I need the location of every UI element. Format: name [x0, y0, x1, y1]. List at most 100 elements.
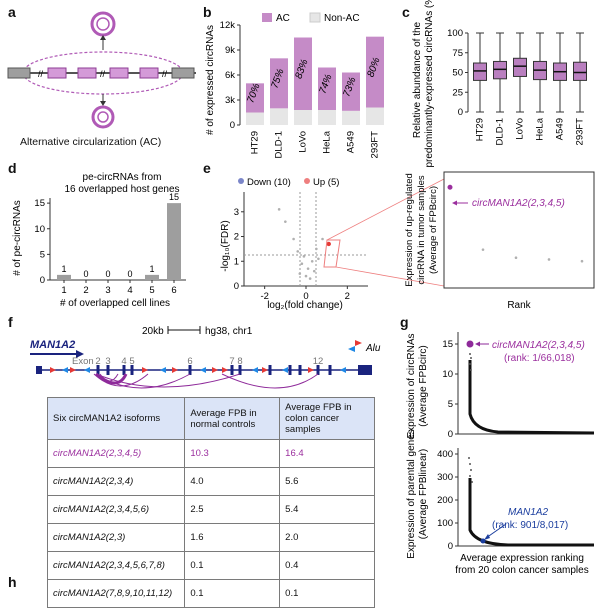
g-top-ylabel-line1: Expression of circRNAs — [406, 333, 417, 438]
legend-swatch-ac — [262, 13, 272, 22]
c-ylabel-line2: predominantly-expressed circRNAs (%) — [424, 0, 435, 168]
header-isoforms: Six circMAN1A2 isoforms — [46, 397, 186, 440]
volcano-point — [277, 208, 281, 211]
volcano-point — [304, 274, 308, 278]
volcano-point — [296, 250, 300, 253]
exon — [109, 67, 129, 79]
zoom-point — [514, 256, 518, 260]
cancer-fpb: 5.6 — [279, 467, 375, 496]
d-bar-value: 0 — [127, 269, 132, 279]
alu-element — [212, 367, 218, 373]
volcano-point — [302, 255, 306, 258]
legend-down: Down (10) — [247, 177, 291, 188]
table-row: circMAN1A2(7,8,9,10,11,12) 0.1 0.1 — [46, 579, 375, 608]
bar-ac — [294, 37, 312, 110]
cancer-fpb: 0.4 — [279, 551, 375, 580]
zoom-point — [481, 248, 485, 251]
isoform-name: circMAN1A2(2,3,4,5,6) — [46, 495, 186, 524]
g-bottom-ytick-label: 0 — [448, 541, 453, 552]
svg-text://: // — [100, 69, 106, 79]
d-bar-value: 0 — [83, 269, 88, 279]
volcano-point — [312, 269, 316, 273]
g-bottom-point — [469, 475, 471, 477]
normal-fpb: 0.1 — [184, 551, 281, 580]
d-category-label: 1 — [61, 285, 66, 296]
chart-d: pe-circRNAs from 16 overlapped host gene… — [12, 172, 186, 309]
d-ytick-label: 5 — [40, 249, 45, 260]
e-ytick-label: 1 — [234, 256, 239, 267]
g-bottom-highlight-rank: (rank: 901/8,017) — [492, 520, 568, 531]
table-row: circMAN1A2(2,3,4) 4.0 5.6 — [46, 467, 375, 496]
volcano-point — [292, 237, 295, 241]
c-ytick-label: 50 — [452, 68, 463, 79]
zoom-ylabel-line1: Expression of up-regulated — [404, 173, 415, 287]
g-bottom-highlight-label: MAN1A2 — [508, 507, 548, 518]
g-bottom-ytick-label: 400 — [437, 449, 453, 460]
c-ytick-label: 75 — [452, 48, 463, 59]
panel-label-b: b — [203, 4, 212, 20]
d-xlabel: # of overlapped cell lines — [60, 298, 170, 309]
e-xtick-label: 0 — [303, 291, 308, 302]
bar-ac — [270, 58, 288, 109]
bottom-circrna — [91, 105, 115, 129]
volcano-point — [308, 277, 312, 280]
g-xlabel-line2: from 20 colon cancer samples — [455, 565, 588, 576]
assembly-label: hg38, chr1 — [205, 326, 253, 337]
zoom-xlabel: Rank — [507, 300, 531, 311]
isoform-name: circMAN1A2(2,3,4,5,6,7,8) — [46, 551, 186, 580]
b-ylabel: # of expressed circRNAs — [205, 25, 216, 135]
flank-exon — [171, 67, 195, 79]
svg-text://: // — [162, 69, 168, 79]
isoform-name: circMAN1A2(2,3,4) — [46, 467, 186, 496]
zoom-point — [580, 259, 584, 263]
exon-block — [188, 365, 192, 375]
exon-number: 6 — [187, 356, 192, 367]
normal-fpb: 10.3 — [184, 439, 281, 468]
header-normal: Average FPB in normal controls — [184, 397, 281, 440]
e-xlabel: log₂(fold change) — [267, 300, 343, 311]
exon-block — [130, 365, 134, 375]
bar-ac — [366, 36, 384, 108]
g-bottom-ytick-label: 100 — [437, 518, 453, 529]
d-category-label: 2 — [83, 285, 88, 296]
chart-g: Expression of circRNAs (Average FPBcirc)… — [406, 332, 595, 576]
flank-exon — [7, 67, 31, 79]
g-top-ytick-label: 10 — [442, 369, 453, 380]
volcano-point — [300, 262, 304, 266]
volcano-point — [321, 237, 324, 241]
c-category-label: DLD-1 — [495, 118, 506, 145]
d-bar — [57, 274, 71, 280]
isoform-name: circMAN1A2(2,3,4,5) — [46, 439, 186, 468]
c-category-label: HT29 — [475, 118, 486, 141]
normal-fpb: 0.1 — [184, 579, 281, 608]
box — [473, 62, 487, 81]
e-xtick-label: -2 — [260, 291, 268, 302]
chart-e: Down (10) Up (5) -log₁₀(FDR) log₂(fold c… — [220, 171, 595, 311]
c-category-label: LoVo — [515, 118, 526, 140]
table-row: circMAN1A2(2,3,4,5,6,7,8) 0.1 0.4 — [46, 551, 375, 580]
c-category-label: 293FT — [575, 118, 586, 146]
panel-a-diagram: // // // — [7, 11, 196, 129]
table-row: circMAN1A2(2,3,4,5) 10.3 16.4 — [46, 439, 375, 468]
d-title-line1: pe-circRNAs from — [83, 172, 162, 183]
zoom-point — [547, 258, 551, 261]
c-category-label: A549 — [555, 118, 566, 140]
zoom-ylabel-line2: circRNA in tumor samples — [416, 175, 427, 285]
b-ytick-label: 0 — [230, 120, 235, 131]
alu-element — [142, 367, 148, 373]
box — [573, 61, 587, 81]
bar-nonac — [342, 110, 360, 125]
d-category-label: 4 — [127, 285, 132, 296]
g-top-highlight-rank: (rank: 1/66,018) — [504, 353, 575, 364]
exon — [77, 67, 97, 79]
volcano-point — [315, 247, 318, 251]
cancer-fpb: 16.4 — [279, 439, 375, 468]
d-title-line2: 16 overlapped host genes — [64, 184, 179, 195]
legend-swatch-nonac — [309, 12, 321, 23]
alu-element — [172, 367, 178, 373]
g-top-point — [469, 363, 471, 365]
g-top-ylabel-line2: (Average FPBcirc) — [418, 345, 429, 427]
c-ytick-label: 25 — [452, 87, 463, 98]
g-top-point — [470, 369, 472, 371]
chart-b: AC Non-AC # of expressed circRNAs 0 3k 6k 9… — [205, 12, 384, 158]
